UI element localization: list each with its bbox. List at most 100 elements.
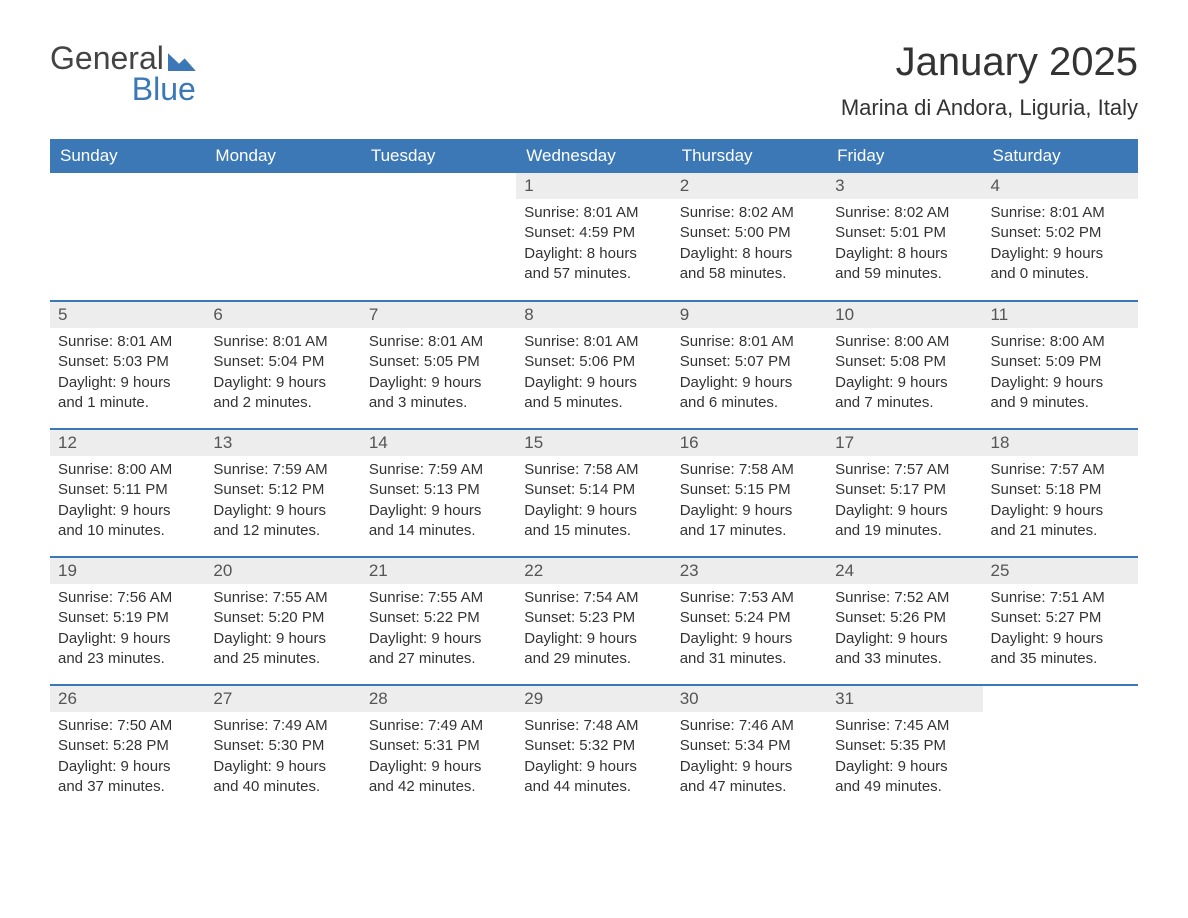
calendar-day-cell: 4Sunrise: 8:01 AMSunset: 5:02 PMDaylight…: [983, 173, 1138, 301]
sunset-line: Sunset: 5:08 PM: [835, 352, 974, 372]
sunset-line: Sunset: 5:03 PM: [58, 352, 197, 372]
sunrise-line: Sunrise: 8:01 AM: [369, 332, 508, 352]
day-details: Sunrise: 8:00 AMSunset: 5:11 PMDaylight:…: [50, 456, 205, 551]
weekday-header-row: SundayMondayTuesdayWednesdayThursdayFrid…: [50, 139, 1138, 173]
calendar-day-cell: 24Sunrise: 7:52 AMSunset: 5:26 PMDayligh…: [827, 557, 982, 685]
calendar-week-row: 19Sunrise: 7:56 AMSunset: 5:19 PMDayligh…: [50, 557, 1138, 685]
daylight-line: Daylight: 9 hours and 25 minutes.: [213, 629, 352, 670]
daylight-line: Daylight: 9 hours and 21 minutes.: [991, 501, 1130, 542]
day-number: 18: [983, 430, 1138, 456]
sunrise-line: Sunrise: 8:01 AM: [213, 332, 352, 352]
calendar-week-row: 12Sunrise: 8:00 AMSunset: 5:11 PMDayligh…: [50, 429, 1138, 557]
day-number: 24: [827, 558, 982, 584]
sunrise-line: Sunrise: 7:57 AM: [991, 460, 1130, 480]
weekday-header: Thursday: [672, 139, 827, 173]
day-number: 20: [205, 558, 360, 584]
sunrise-line: Sunrise: 8:01 AM: [680, 332, 819, 352]
sunrise-line: Sunrise: 8:02 AM: [835, 203, 974, 223]
day-number: 12: [50, 430, 205, 456]
sunset-line: Sunset: 5:07 PM: [680, 352, 819, 372]
daylight-line: Daylight: 9 hours and 42 minutes.: [369, 757, 508, 798]
day-details: Sunrise: 7:54 AMSunset: 5:23 PMDaylight:…: [516, 584, 671, 679]
sunset-line: Sunset: 5:31 PM: [369, 736, 508, 756]
calendar-day-cell: 2Sunrise: 8:02 AMSunset: 5:00 PMDaylight…: [672, 173, 827, 301]
sunset-line: Sunset: 5:13 PM: [369, 480, 508, 500]
sunset-line: Sunset: 5:22 PM: [369, 608, 508, 628]
calendar-day-cell: 20Sunrise: 7:55 AMSunset: 5:20 PMDayligh…: [205, 557, 360, 685]
daylight-line: Daylight: 9 hours and 5 minutes.: [524, 373, 663, 414]
day-number: 4: [983, 173, 1138, 199]
day-details: Sunrise: 7:59 AMSunset: 5:13 PMDaylight:…: [361, 456, 516, 551]
sunset-line: Sunset: 5:11 PM: [58, 480, 197, 500]
day-details: Sunrise: 8:01 AMSunset: 5:04 PMDaylight:…: [205, 328, 360, 423]
sunrise-line: Sunrise: 7:48 AM: [524, 716, 663, 736]
daylight-line: Daylight: 9 hours and 19 minutes.: [835, 501, 974, 542]
day-number: 21: [361, 558, 516, 584]
sunrise-line: Sunrise: 8:00 AM: [991, 332, 1130, 352]
day-number: 7: [361, 302, 516, 328]
header: General Blue January 2025 Marina di Ando…: [50, 40, 1138, 121]
daylight-line: Daylight: 8 hours and 59 minutes.: [835, 244, 974, 285]
calendar-day-cell: 28Sunrise: 7:49 AMSunset: 5:31 PMDayligh…: [361, 685, 516, 813]
sunset-line: Sunset: 5:02 PM: [991, 223, 1130, 243]
sunrise-line: Sunrise: 7:58 AM: [680, 460, 819, 480]
sunrise-line: Sunrise: 7:54 AM: [524, 588, 663, 608]
sunset-line: Sunset: 5:19 PM: [58, 608, 197, 628]
sunset-line: Sunset: 5:35 PM: [835, 736, 974, 756]
daylight-line: Daylight: 9 hours and 35 minutes.: [991, 629, 1130, 670]
day-details: Sunrise: 7:45 AMSunset: 5:35 PMDaylight:…: [827, 712, 982, 807]
sunset-line: Sunset: 5:26 PM: [835, 608, 974, 628]
sunset-line: Sunset: 5:12 PM: [213, 480, 352, 500]
day-details: Sunrise: 7:52 AMSunset: 5:26 PMDaylight:…: [827, 584, 982, 679]
logo-flag-icon: [168, 53, 196, 71]
calendar-table: SundayMondayTuesdayWednesdayThursdayFrid…: [50, 139, 1138, 813]
day-number: 30: [672, 686, 827, 712]
calendar-day-cell: 5Sunrise: 8:01 AMSunset: 5:03 PMDaylight…: [50, 301, 205, 429]
daylight-line: Daylight: 9 hours and 6 minutes.: [680, 373, 819, 414]
calendar-day-cell: 10Sunrise: 8:00 AMSunset: 5:08 PMDayligh…: [827, 301, 982, 429]
sunrise-line: Sunrise: 8:01 AM: [991, 203, 1130, 223]
calendar-empty-cell: [205, 173, 360, 301]
sunrise-line: Sunrise: 7:50 AM: [58, 716, 197, 736]
calendar-day-cell: 22Sunrise: 7:54 AMSunset: 5:23 PMDayligh…: [516, 557, 671, 685]
sunset-line: Sunset: 5:20 PM: [213, 608, 352, 628]
sunrise-line: Sunrise: 8:02 AM: [680, 203, 819, 223]
daylight-line: Daylight: 9 hours and 9 minutes.: [991, 373, 1130, 414]
calendar-day-cell: 3Sunrise: 8:02 AMSunset: 5:01 PMDaylight…: [827, 173, 982, 301]
day-details: Sunrise: 7:53 AMSunset: 5:24 PMDaylight:…: [672, 584, 827, 679]
calendar-day-cell: 25Sunrise: 7:51 AMSunset: 5:27 PMDayligh…: [983, 557, 1138, 685]
day-number: 3: [827, 173, 982, 199]
sunset-line: Sunset: 5:32 PM: [524, 736, 663, 756]
daylight-line: Daylight: 8 hours and 57 minutes.: [524, 244, 663, 285]
sunset-line: Sunset: 5:27 PM: [991, 608, 1130, 628]
daylight-line: Daylight: 9 hours and 37 minutes.: [58, 757, 197, 798]
sunrise-line: Sunrise: 8:00 AM: [58, 460, 197, 480]
day-number: 31: [827, 686, 982, 712]
sunset-line: Sunset: 5:04 PM: [213, 352, 352, 372]
day-details: Sunrise: 7:56 AMSunset: 5:19 PMDaylight:…: [50, 584, 205, 679]
calendar-day-cell: 21Sunrise: 7:55 AMSunset: 5:22 PMDayligh…: [361, 557, 516, 685]
sunset-line: Sunset: 4:59 PM: [524, 223, 663, 243]
sunrise-line: Sunrise: 7:57 AM: [835, 460, 974, 480]
day-number: 10: [827, 302, 982, 328]
day-number: 1: [516, 173, 671, 199]
day-details: Sunrise: 8:01 AMSunset: 5:06 PMDaylight:…: [516, 328, 671, 423]
day-number: 17: [827, 430, 982, 456]
calendar-day-cell: 17Sunrise: 7:57 AMSunset: 5:17 PMDayligh…: [827, 429, 982, 557]
daylight-line: Daylight: 9 hours and 40 minutes.: [213, 757, 352, 798]
page-title: January 2025: [841, 40, 1138, 85]
calendar-week-row: 1Sunrise: 8:01 AMSunset: 4:59 PMDaylight…: [50, 173, 1138, 301]
sunrise-line: Sunrise: 7:59 AM: [213, 460, 352, 480]
calendar-day-cell: 1Sunrise: 8:01 AMSunset: 4:59 PMDaylight…: [516, 173, 671, 301]
sunset-line: Sunset: 5:24 PM: [680, 608, 819, 628]
day-number: 26: [50, 686, 205, 712]
calendar-day-cell: 18Sunrise: 7:57 AMSunset: 5:18 PMDayligh…: [983, 429, 1138, 557]
day-number: 28: [361, 686, 516, 712]
calendar-day-cell: 12Sunrise: 8:00 AMSunset: 5:11 PMDayligh…: [50, 429, 205, 557]
daylight-line: Daylight: 9 hours and 27 minutes.: [369, 629, 508, 670]
calendar-day-cell: 23Sunrise: 7:53 AMSunset: 5:24 PMDayligh…: [672, 557, 827, 685]
weekday-header: Sunday: [50, 139, 205, 173]
daylight-line: Daylight: 9 hours and 1 minute.: [58, 373, 197, 414]
daylight-line: Daylight: 9 hours and 33 minutes.: [835, 629, 974, 670]
calendar-day-cell: 7Sunrise: 8:01 AMSunset: 5:05 PMDaylight…: [361, 301, 516, 429]
